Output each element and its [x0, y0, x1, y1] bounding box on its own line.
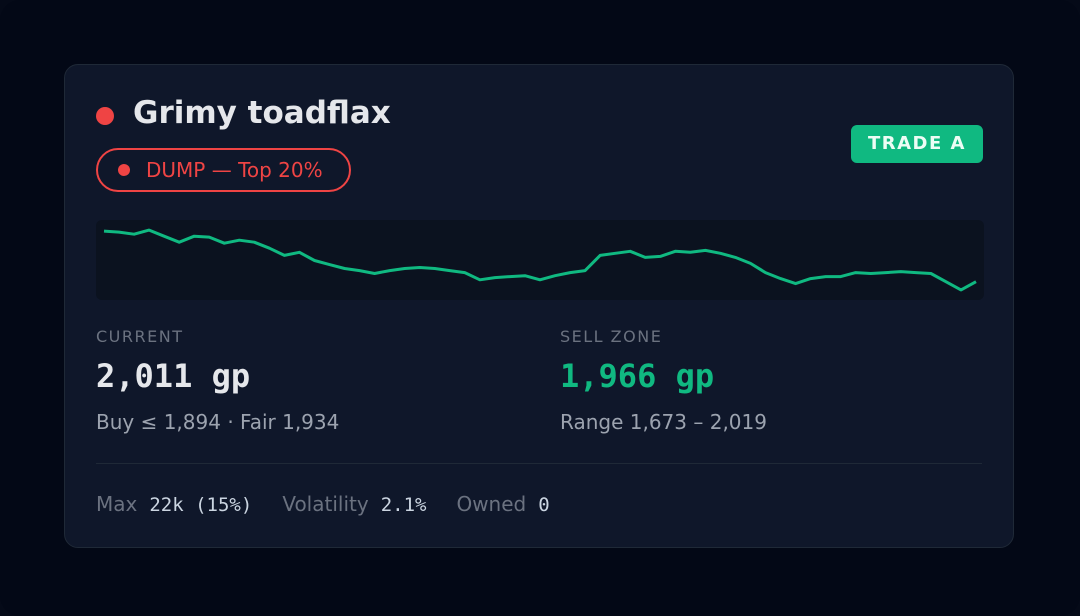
stat-value: 0: [538, 494, 550, 516]
current-label: CURRENT: [96, 327, 184, 346]
stat-label: Max: [96, 492, 138, 516]
current-value: 2,011 gp: [96, 357, 251, 395]
divider: [96, 463, 982, 464]
footer-stats: Max 22k (15%) Volatility 2.1% Owned 0: [96, 492, 580, 516]
stat-label: Owned: [456, 492, 527, 516]
current-detail: Buy ≤ 1,894 · Fair 1,934: [96, 410, 340, 434]
status-dot: [96, 107, 114, 125]
stat-value: 22k (15%): [149, 494, 253, 516]
item-title: Grimy toadflax: [133, 95, 391, 131]
sparkline-bg: [96, 220, 984, 300]
grade-badge: TRADE A: [850, 125, 983, 163]
stat-label: Volatility: [282, 492, 369, 516]
item-card[interactable]: Grimy toadflax DUMP — Top 20% TRADE A CU…: [64, 64, 1014, 548]
stat-value: 2.1%: [380, 494, 427, 516]
sell-zone-label: SELL ZONE: [560, 327, 663, 346]
sparkline: [96, 220, 984, 300]
sell-zone-value: 1,966 gp: [560, 357, 715, 395]
price-line: [103, 228, 977, 292]
sell-zone-detail: Range 1,673 – 2,019: [560, 410, 767, 434]
signal-badge: DUMP — Top 20%: [96, 148, 351, 192]
